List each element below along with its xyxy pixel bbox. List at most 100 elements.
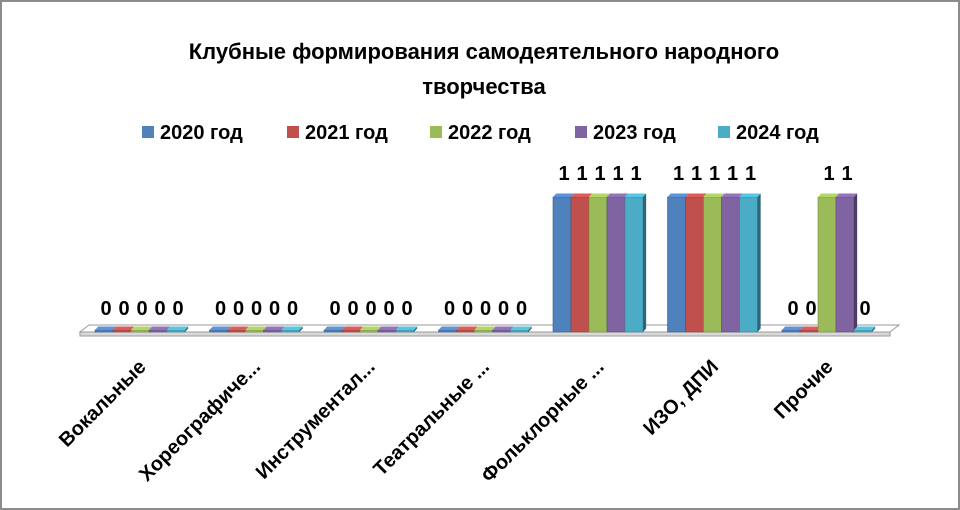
bar-top: [281, 326, 303, 330]
data-label: 0: [329, 298, 340, 320]
legend-item: 2024 год: [718, 122, 819, 144]
data-label: 0: [215, 298, 226, 320]
bar-top: [703, 193, 725, 197]
data-labels: 0 0 0 0 0 0 0 0 0 0 0 0 0 0 0 0 0 0 0 01 1 1 1 1 1 1 1 1 10 01 10: [100, 163, 870, 320]
bar-top: [227, 326, 249, 330]
bar-side: [528, 326, 532, 332]
data-label: 0: [136, 298, 147, 320]
bar-front: [112, 329, 132, 333]
data-label: 1: [673, 163, 684, 185]
bar-top: [854, 326, 876, 330]
bar-front: [835, 196, 855, 333]
legend-swatch: [142, 126, 154, 138]
legend-item: 2022 год: [430, 122, 531, 144]
bar-front: [781, 329, 801, 333]
bar-top: [474, 326, 496, 330]
plot-area: [78, 193, 901, 337]
data-label: 1: [612, 163, 623, 185]
bar-top: [378, 326, 400, 330]
data-label: 0: [462, 298, 473, 320]
bar-front: [570, 196, 590, 333]
data-label: 1: [823, 163, 834, 185]
bar-front: [377, 329, 397, 333]
legend-label: 2022 год: [448, 122, 531, 144]
data-label: 0: [100, 298, 111, 320]
chart-title-line: творчества: [422, 74, 546, 99]
data-label: 1: [594, 163, 605, 185]
bar-top: [209, 326, 231, 330]
bar-top: [553, 193, 575, 197]
bar-front: [130, 329, 150, 333]
bar-top: [360, 326, 382, 330]
bar: [323, 326, 346, 333]
data-label: 0: [787, 298, 798, 320]
chart-floor-edge: [79, 331, 891, 337]
bar-front: [94, 329, 114, 333]
data-label: 1: [727, 163, 738, 185]
bar-side: [872, 326, 876, 332]
bar-top: [342, 326, 364, 330]
data-label: 0: [365, 298, 376, 320]
chart-title: Клубные формирования самодеятельного нар…: [189, 39, 780, 99]
bar-top: [510, 326, 532, 330]
data-label: 0: [401, 298, 412, 320]
bar: [835, 193, 858, 333]
bar-front: [624, 196, 644, 333]
data-label: 1: [691, 163, 702, 185]
bar-front: [721, 196, 740, 333]
bar-front: [703, 196, 722, 333]
legend-label: 2020 год: [160, 122, 243, 144]
data-label: 1: [576, 163, 587, 185]
legend-item: 2021 год: [287, 122, 388, 144]
bar-front: [474, 329, 493, 333]
bar-top: [685, 193, 707, 197]
category-label: Прочие: [770, 356, 837, 423]
bar-side: [185, 326, 189, 332]
bar-top: [438, 326, 460, 330]
bar-top: [131, 326, 153, 330]
bar-top: [739, 193, 761, 197]
data-label: 0: [383, 298, 394, 320]
bar: [853, 326, 876, 333]
data-label: 0: [172, 298, 183, 320]
data-label: 0: [269, 298, 280, 320]
data-label: 1: [630, 163, 641, 185]
chart-title-line: Клубные формирования самодеятельного нар…: [189, 39, 780, 64]
bar-side: [854, 193, 858, 332]
bar: [510, 326, 532, 333]
bar-top: [800, 326, 822, 330]
bar-side: [643, 193, 647, 332]
bar: [209, 326, 231, 333]
legend-label: 2023 год: [593, 122, 676, 144]
data-label: 0: [154, 298, 165, 320]
legend-item: 2023 год: [575, 122, 676, 144]
bar-front: [606, 196, 626, 333]
bar-front: [853, 329, 873, 333]
bar: [685, 193, 707, 333]
data-label: 0: [805, 298, 816, 320]
bar-front: [739, 196, 758, 333]
data-label: 0: [347, 298, 358, 320]
legend-swatch: [430, 126, 442, 138]
data-label: 1: [841, 163, 852, 185]
data-label: 0: [480, 298, 491, 320]
bar-front: [263, 329, 282, 333]
category-axis: ВокальныеХореографиче...Инструментал...Т…: [55, 356, 838, 487]
bar-front: [359, 329, 379, 333]
bar-front: [227, 329, 246, 333]
bar-front: [209, 329, 228, 333]
legend-label: 2024 год: [736, 122, 819, 144]
bar-side: [414, 326, 418, 332]
bar-top: [456, 326, 478, 330]
bar: [112, 326, 135, 333]
bar: [395, 326, 418, 333]
bar-side: [299, 326, 303, 332]
data-label: 1: [709, 163, 720, 185]
bar: [624, 193, 647, 333]
bar-side: [757, 193, 761, 332]
data-label: 1: [745, 163, 756, 185]
category-label: Фольклорные ...: [477, 356, 608, 487]
bar-top: [492, 326, 514, 330]
bar: [799, 326, 822, 333]
bar-top: [245, 326, 267, 330]
